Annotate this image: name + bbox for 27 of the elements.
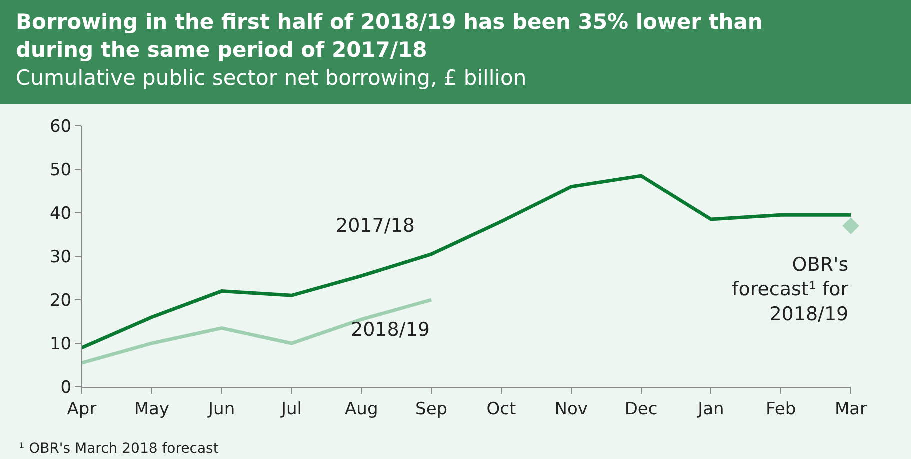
y-tick-label: 10 (50, 334, 72, 354)
text: ¹ OBR's March 2018 forecast (19, 441, 220, 457)
x-tick-label: Jan (697, 399, 724, 420)
x-tick-label: Oct (486, 399, 516, 420)
series-label: OBR's forecast¹ for 2018/19 (732, 254, 849, 326)
chart-title: Borrowing in the first half of 2018/19 has been 35% lower than during the same period of 2017/18 (16, 9, 764, 64)
x-tick-label: Nov (554, 399, 588, 420)
y-tick-label: 0 (60, 378, 72, 398)
x-tick-label: Sep (416, 399, 448, 420)
line-series (82, 298, 434, 365)
y-tick-label: 20 (50, 290, 72, 311)
y-tick-label: 30 (50, 247, 72, 268)
x-tick-label: Apr (67, 399, 97, 420)
x-tick-label: Jul (280, 399, 302, 420)
x-tick-label: Dec (624, 399, 658, 420)
y-tick-label: 40 (50, 204, 72, 224)
series-label: 2017/18 (336, 215, 415, 237)
x-tick-label: Aug (345, 399, 378, 420)
x-tick-label: May (134, 399, 170, 420)
x-tick-label: Jun (208, 399, 236, 420)
series-label: 2018/19 (351, 319, 430, 341)
x-tick-label: Feb (766, 399, 796, 420)
chart-subtitle: Cumulative public sector net borrowing, £ billion (16, 65, 528, 92)
y-tick-label: 50 (50, 160, 72, 180)
line-series (82, 174, 851, 350)
y-tick-label: 60 (50, 116, 72, 137)
x-tick-label: Mar (834, 399, 868, 420)
